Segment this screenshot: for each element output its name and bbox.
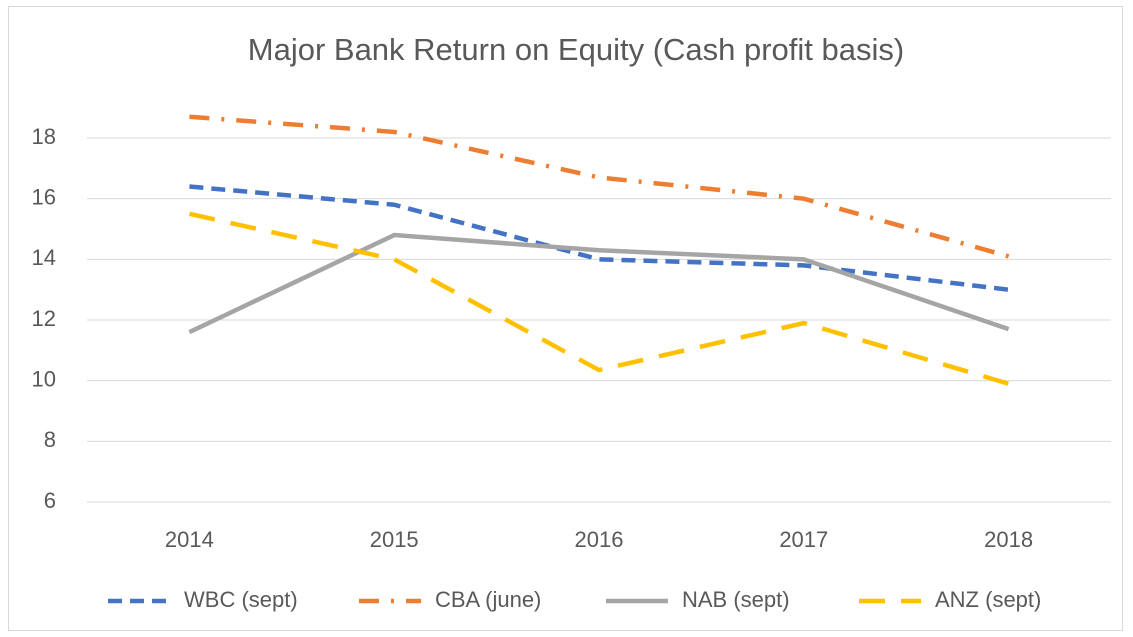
chart-border [8, 6, 1123, 631]
y-tick-label: 10 [32, 366, 56, 391]
line-series [189, 184, 1009, 292]
x-tick-label: 2015 [370, 527, 419, 552]
line-series [188, 232, 1010, 335]
x-tick-label: 2017 [779, 527, 828, 552]
y-tick-label: 14 [32, 245, 56, 270]
y-tick-label: 6 [44, 488, 56, 513]
y-tick-label: 12 [32, 306, 56, 331]
y-tick-label: 18 [32, 124, 56, 149]
y-tick-label: 16 [32, 184, 56, 209]
x-tick-label: 2016 [575, 527, 624, 552]
legend-label: WBC (sept) [184, 587, 298, 612]
legend-label: CBA (june) [435, 587, 541, 612]
legend-label: NAB (sept) [682, 587, 790, 612]
x-tick-label: 2018 [984, 527, 1033, 552]
legend-label: ANZ (sept) [935, 587, 1041, 612]
chart-title: Major Bank Return on Equity (Cash profit… [248, 32, 904, 67]
x-tick-label: 2014 [165, 527, 214, 552]
line-series [189, 114, 1010, 259]
y-tick-label: 8 [44, 427, 56, 452]
line-series [188, 211, 1010, 386]
